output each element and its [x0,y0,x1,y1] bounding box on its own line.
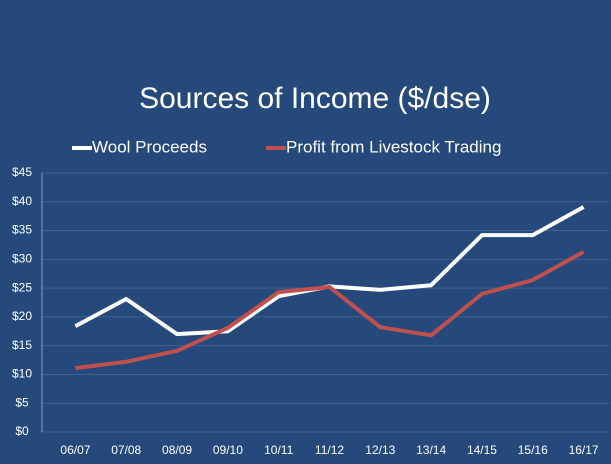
y-tick-label: $5 [15,395,29,409]
x-tick-label: 10/11 [264,443,293,457]
x-tick-label: 15/16 [518,443,548,457]
line-series [74,205,585,337]
x-tick-label: 06/07 [60,443,90,457]
x-tick-label: 09/10 [213,443,243,457]
line-series [75,250,585,371]
legend-label: Profit from Livestock Trading [286,137,501,156]
y-tick-label: $20 [12,309,32,323]
y-tick-label: $0 [15,424,29,438]
x-tick-label: 07/08 [111,443,141,457]
y-tick-label: $30 [12,252,32,266]
x-tick-label: 11/12 [315,443,344,457]
y-tick-label: $10 [12,367,32,381]
x-tick-label: 16/17 [569,443,599,457]
y-tick-label: $40 [12,194,32,208]
y-tick-label: $35 [12,223,32,237]
x-tick-label: 14/15 [467,443,497,457]
y-tick-label: $25 [12,280,32,294]
chart-title: Sources of Income ($/dse) [139,82,491,115]
x-tick-label: 12/13 [365,443,395,457]
legend-label: Wool Proceeds [92,137,207,156]
y-tick-label: $15 [12,338,32,352]
x-tick-label: 08/09 [162,443,192,457]
y-tick-label: $45 [12,165,32,179]
x-tick-label: 13/14 [416,443,446,457]
